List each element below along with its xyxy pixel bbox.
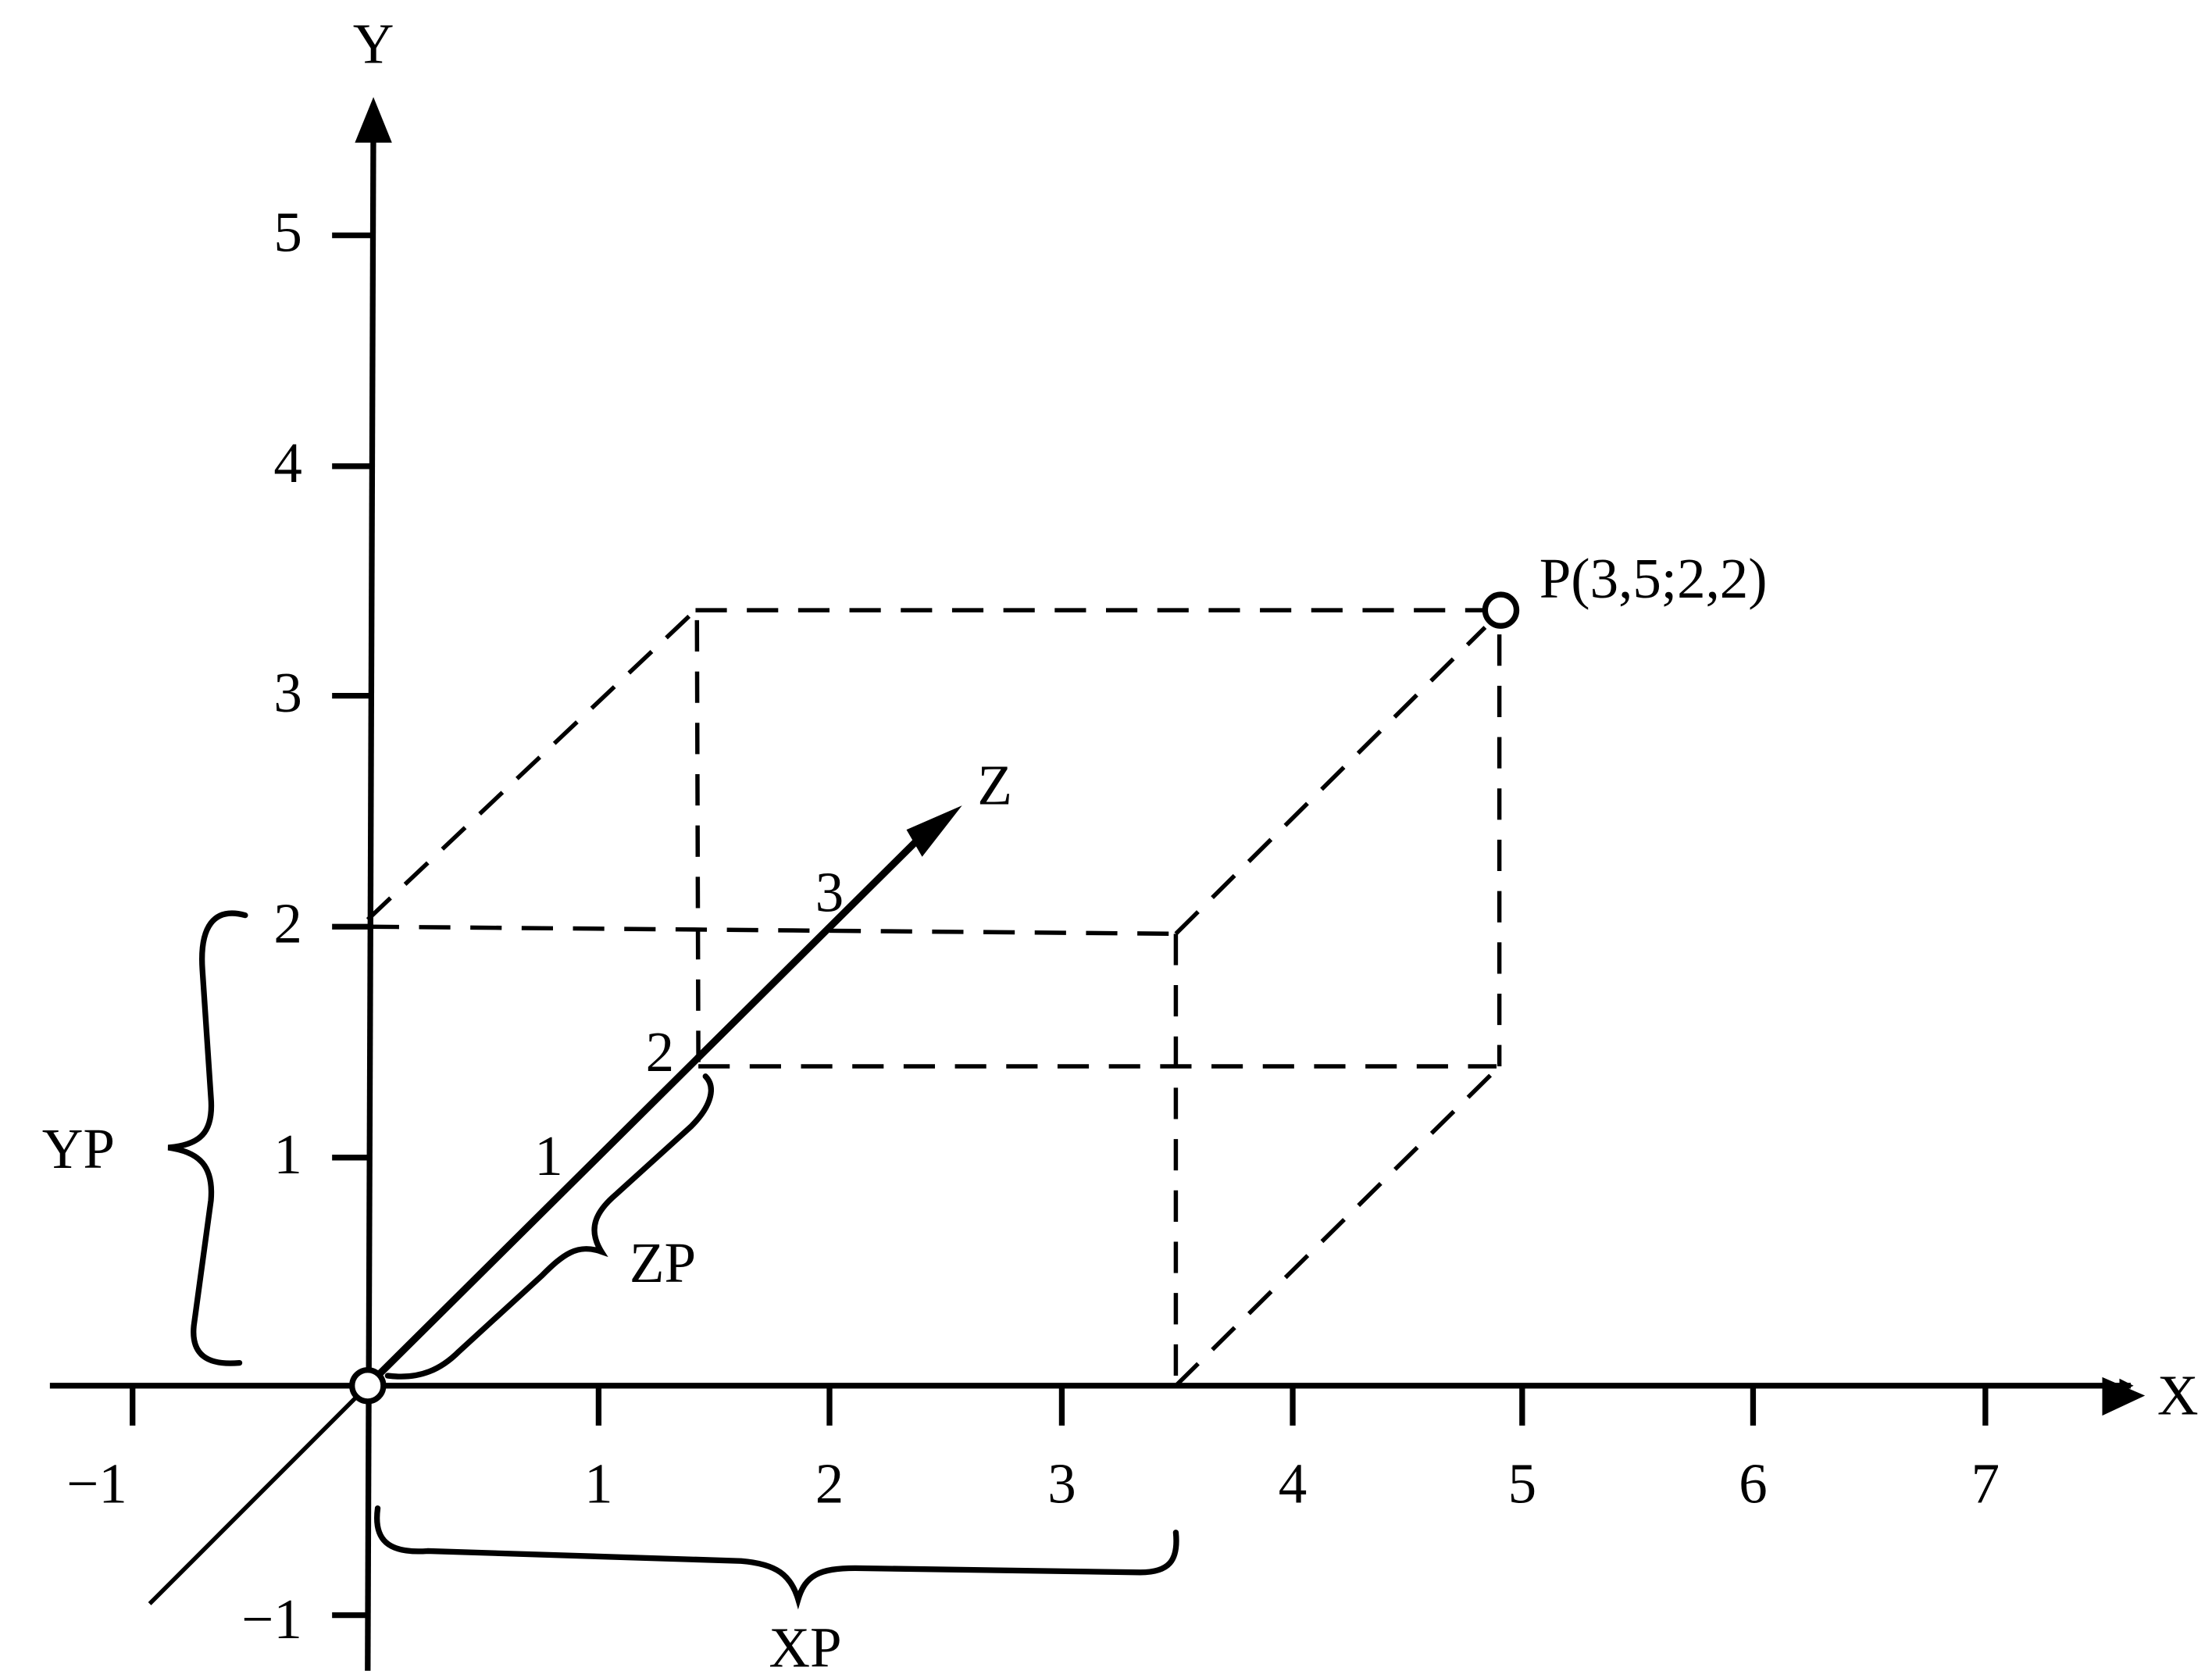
z-tick-label: 3 — [815, 860, 844, 923]
z-axis-negative — [148, 1383, 369, 1605]
x-brace — [374, 1505, 1179, 1610]
z-brace — [384, 1073, 714, 1380]
y-axis — [365, 114, 376, 1671]
z-axis — [365, 821, 937, 1389]
origin-point — [349, 1367, 387, 1405]
y-tick-label: 3 — [273, 661, 301, 724]
z-brace-label: ZP — [630, 1231, 696, 1294]
y-tick-label: 4 — [273, 431, 301, 494]
x-ticks — [130, 1385, 1989, 1426]
y-ticks — [332, 232, 371, 1619]
y-brace-label: YP — [42, 1117, 115, 1180]
y-axis-label: Y — [353, 12, 394, 76]
y-tick-label: 1 — [273, 1123, 301, 1186]
x-tick-label: 4 — [1279, 1452, 1307, 1516]
x-tick-label: 5 — [1508, 1452, 1536, 1516]
point-label: P(3,5;2,2) — [1539, 547, 1768, 610]
dashed-line — [1174, 1070, 1496, 1387]
dashed-box — [366, 608, 1502, 1387]
x-tick-label: −1 — [66, 1452, 127, 1516]
y-brace — [167, 910, 248, 1366]
x-arrow — [2102, 1376, 2146, 1416]
y-tick-label: −1 — [241, 1587, 302, 1651]
dashed-line — [694, 619, 701, 1067]
dashed-line — [1174, 626, 1487, 936]
z-tick-label: 2 — [646, 1020, 674, 1084]
x-tick-label: 2 — [815, 1452, 844, 1516]
y-tick-label: 5 — [273, 201, 301, 264]
z-axis-label: Z — [977, 754, 1012, 817]
x-tick-label: 1 — [584, 1452, 612, 1516]
point-p — [1482, 591, 1520, 629]
dashed-line — [366, 609, 697, 922]
z-tick-label: 1 — [534, 1124, 562, 1187]
x-tick-label: 7 — [1971, 1452, 2000, 1516]
x-axis-label: X — [2157, 1364, 2199, 1427]
x-brace-label: XP — [769, 1616, 841, 1678]
dashed-line — [367, 924, 1176, 937]
x-tick-label: 6 — [1739, 1452, 1767, 1516]
z-arrow — [906, 805, 962, 857]
y-tick-label: 2 — [273, 892, 301, 955]
y-arrow — [355, 97, 392, 143]
x-tick-label: 3 — [1047, 1452, 1076, 1516]
